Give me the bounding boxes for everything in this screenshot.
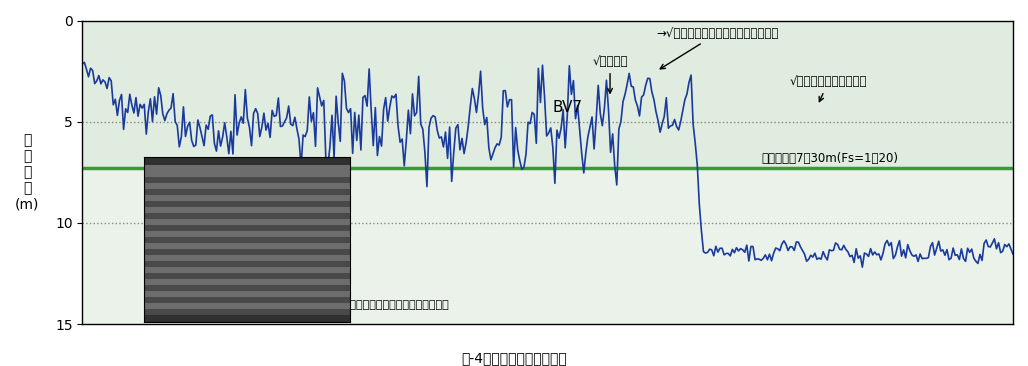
- Text: 目標水位　7．30m(Fs=1．20): 目標水位 7．30m(Fs=1．20): [762, 152, 898, 165]
- Bar: [144, 177, 350, 183]
- Bar: [144, 207, 350, 213]
- Bar: [144, 225, 350, 231]
- Bar: [144, 171, 350, 177]
- Text: √上段集水ボーリング工: √上段集水ボーリング工: [790, 75, 868, 102]
- Bar: [144, 231, 350, 236]
- Bar: [82, 20, 1013, 168]
- Bar: [144, 237, 350, 243]
- Text: ←集水井内の水抜きボーリング孔からの排水状況写真: ←集水井内の水抜きボーリング孔からの排水状況写真: [287, 300, 449, 310]
- Bar: [144, 165, 350, 171]
- Bar: [144, 309, 350, 315]
- Bar: [144, 303, 350, 309]
- Bar: [144, 183, 350, 188]
- Bar: [144, 195, 350, 201]
- Bar: [144, 219, 350, 225]
- Bar: [144, 249, 350, 255]
- Bar: [144, 291, 350, 296]
- Bar: [144, 267, 350, 273]
- Bar: [144, 297, 350, 303]
- Bar: [144, 189, 350, 195]
- Bar: [144, 261, 350, 266]
- Bar: [144, 273, 350, 279]
- Bar: [144, 201, 350, 207]
- Text: →√集水井工＋下段集水ボーリング工: →√集水井工＋下段集水ボーリング工: [657, 27, 779, 69]
- Text: √集水井工: √集水井工: [592, 55, 628, 93]
- Y-axis label: 地
下
水
位
(m): 地 下 水 位 (m): [15, 133, 39, 212]
- Text: BV7: BV7: [552, 100, 582, 115]
- Bar: [144, 255, 350, 261]
- Bar: [144, 243, 350, 249]
- Bar: [82, 168, 1013, 324]
- Text: 図-4　地下水位の経時変化: 図-4 地下水位の経時変化: [462, 351, 566, 365]
- Bar: [144, 213, 350, 219]
- Bar: [144, 279, 350, 285]
- Bar: [144, 285, 350, 291]
